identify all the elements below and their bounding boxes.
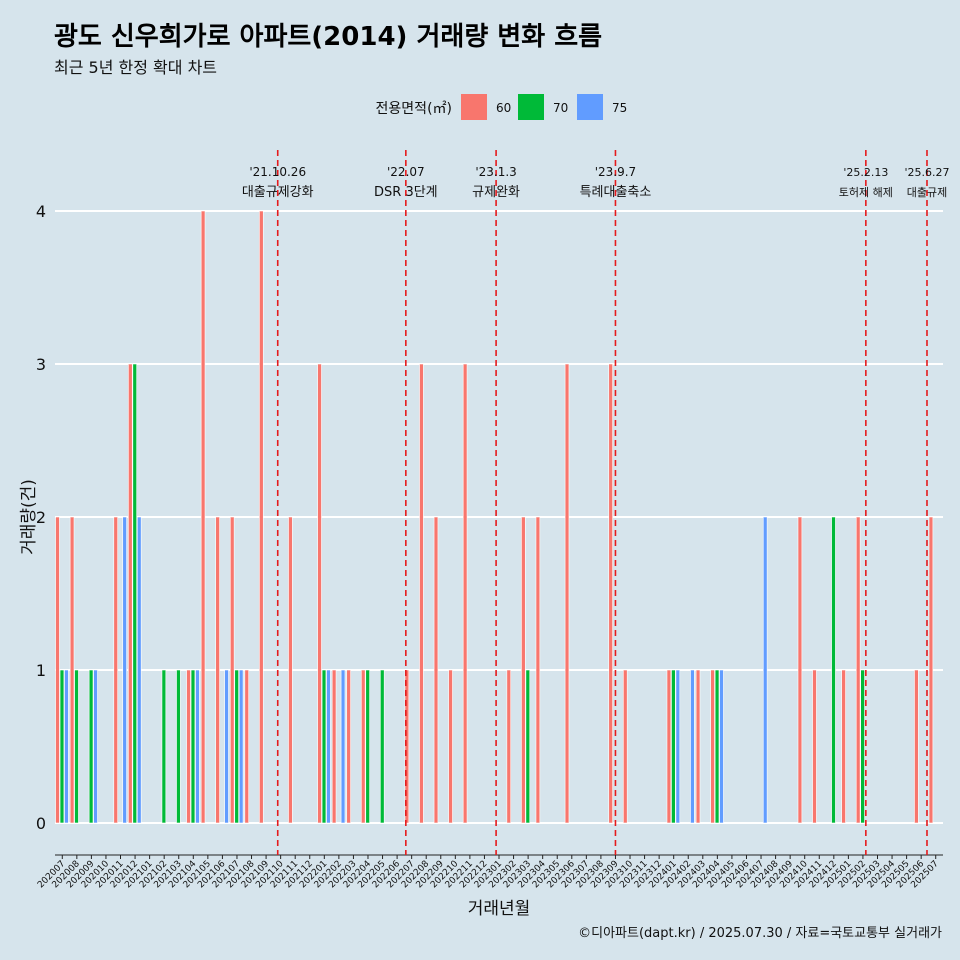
bar-70-202404 — [714, 669, 720, 824]
bar-75-202012 — [137, 516, 142, 824]
bar-75-202009 — [93, 669, 98, 824]
bar-70-202104 — [190, 669, 196, 824]
bar-70-202502 — [860, 669, 865, 824]
bar-75-202106 — [224, 669, 229, 824]
y-axis-title: 거래량(건) — [19, 479, 39, 555]
bar-75-202007 — [64, 669, 69, 824]
bar-60-202106 — [215, 516, 220, 824]
legend-swatch-60 — [461, 94, 487, 120]
bar-70-202012 — [132, 363, 137, 824]
bar-70-202303 — [525, 669, 531, 824]
bar-60-202401 — [666, 669, 672, 824]
bar-60-202208 — [419, 363, 424, 824]
bar-60-202502 — [855, 516, 861, 824]
bar-60-202501 — [841, 669, 846, 824]
legend-swatch-75 — [577, 94, 603, 120]
bar-75-202104 — [195, 669, 200, 824]
bar-75-202202 — [340, 669, 346, 824]
bar-60-202306 — [564, 363, 570, 824]
bar-75-202401 — [675, 669, 681, 824]
bar-60-202506 — [914, 669, 919, 824]
event-date-label: '23.1.3 — [475, 165, 516, 179]
bar-60-202008 — [69, 516, 75, 824]
bar-75-202404 — [719, 669, 724, 824]
bar-60-202309 — [608, 363, 613, 824]
y-tick-label: 0 — [36, 814, 46, 833]
bar-60-202105 — [200, 210, 206, 824]
y-tick-label: 3 — [36, 355, 46, 374]
bar-70-202412 — [831, 516, 836, 824]
bar-60-202310 — [623, 669, 628, 824]
bar-60-202107 — [229, 516, 235, 824]
event-date-label: '23.9.7 — [595, 165, 636, 179]
bar-75-202107 — [238, 669, 244, 824]
bar-60-202012 — [128, 363, 133, 824]
bar-70-202009 — [88, 669, 94, 824]
event-name-label: 대출규제 — [907, 186, 947, 199]
bar-60-202201 — [317, 363, 322, 824]
event-name-label: 규제완화 — [472, 185, 520, 200]
bar-60-202203 — [346, 669, 351, 824]
bar-60-202104 — [186, 669, 191, 824]
bar-60-202302 — [506, 669, 512, 824]
bar-60-202411 — [812, 669, 817, 824]
bar-70-202204 — [365, 669, 370, 824]
event-date-label: '25.2.13 — [843, 166, 888, 179]
bar-60-202011 — [113, 516, 118, 824]
bar-70-202107 — [234, 669, 239, 824]
event-date-label: '21.10.26 — [249, 165, 306, 179]
bar-75-202011 — [122, 516, 127, 824]
event-name-label: 특례대출축소 — [580, 185, 652, 200]
bar-75-202407 — [762, 516, 768, 824]
bar-60-202204 — [360, 669, 366, 824]
event-date-label: '22.07 — [387, 165, 425, 179]
event-name-label: 대출규제강화 — [242, 185, 314, 200]
legend-swatch-70 — [518, 94, 544, 120]
legend-label-60: 60 — [496, 101, 511, 115]
bar-60-202111 — [288, 516, 293, 824]
legend-title: 전용면적(㎡) — [376, 101, 452, 117]
bar-60-202211 — [462, 363, 468, 824]
bar-75-202201 — [326, 669, 331, 824]
bar-60-202202 — [331, 669, 337, 824]
bar-60-202109 — [259, 210, 264, 824]
chart-title: 광도 신우희가로 아파트(2014) 거래량 변화 흐름 — [54, 22, 603, 52]
bar-70-202201 — [321, 669, 327, 824]
x-axis-title: 거래년월 — [468, 899, 531, 919]
bar-70-202103 — [176, 669, 181, 824]
bar-60-202303 — [521, 516, 526, 824]
bar-60-202207 — [404, 669, 410, 824]
bar-60-202507 — [928, 516, 934, 824]
legend-label-75: 75 — [612, 101, 627, 115]
y-tick-label: 4 — [36, 202, 46, 221]
bar-60-202304 — [535, 516, 541, 824]
bar-60-202108 — [244, 669, 249, 824]
bar-70-202205 — [380, 669, 385, 824]
bar-70-202401 — [671, 669, 676, 824]
event-name-label: 토허제 해제 — [839, 185, 893, 199]
bar-70-202008 — [74, 669, 79, 824]
source-caption: ©디아파트(dapt.kr) / 2025.07.30 / 자료=국토교통부 실… — [578, 926, 942, 941]
y-tick-label: 2 — [36, 508, 46, 527]
chart-subtitle: 최근 5년 한정 확대 차트 — [54, 58, 218, 77]
bar-70-202007 — [59, 669, 65, 824]
bar-75-202402 — [690, 669, 695, 824]
event-date-label: '25.6.27 — [904, 166, 949, 179]
bar-60-202410 — [797, 516, 803, 824]
bar-60-202210 — [448, 669, 453, 824]
y-tick-label: 1 — [36, 661, 46, 680]
bar-60-202209 — [433, 516, 439, 824]
bar-60-202404 — [710, 669, 715, 824]
legend-label-70: 70 — [553, 101, 568, 115]
event-name-label: DSR 3단계 — [374, 185, 438, 200]
bar-70-202102 — [161, 669, 167, 824]
bar-60-202007 — [55, 516, 60, 824]
bar-60-202403 — [695, 669, 701, 824]
